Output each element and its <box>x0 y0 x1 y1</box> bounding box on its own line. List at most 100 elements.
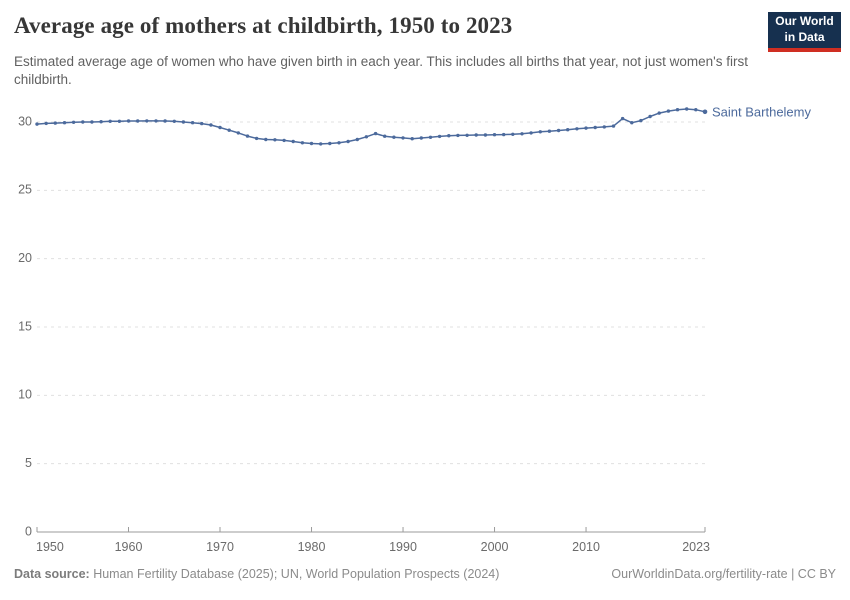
data-point-1990[interactable] <box>401 136 405 140</box>
x-tick-label-1960: 1960 <box>115 540 143 554</box>
data-point-1953[interactable] <box>62 121 67 125</box>
x-tick-label-2010: 2010 <box>572 540 600 554</box>
data-point-1984[interactable] <box>346 139 350 144</box>
x-tick-label-1970: 1970 <box>206 540 234 554</box>
chart-subtitle: Estimated average age of women who have … <box>14 54 748 87</box>
data-point-1994[interactable] <box>437 134 442 139</box>
y-tick-label-20: 20 <box>18 251 32 265</box>
owid-logo-line2: in Data <box>784 30 825 44</box>
data-point-1977[interactable] <box>282 138 286 143</box>
data-point-2007[interactable] <box>556 128 561 133</box>
data-point-1980[interactable] <box>309 141 314 146</box>
data-point-2005[interactable] <box>538 130 542 134</box>
data-point-2006[interactable] <box>547 129 552 133</box>
data-point-2000[interactable] <box>492 133 497 137</box>
data-point-1998[interactable] <box>474 133 478 137</box>
data-point-1951[interactable] <box>44 121 48 126</box>
x-tick-label-1980: 1980 <box>298 540 326 554</box>
y-tick-label-0: 0 <box>25 524 32 538</box>
data-point-2015[interactable] <box>630 121 634 125</box>
data-point-1971[interactable] <box>227 128 231 132</box>
data-point-1993[interactable] <box>428 135 433 139</box>
data-point-1978[interactable] <box>291 139 295 144</box>
data-point-1995[interactable] <box>447 134 451 138</box>
data-point-2010[interactable] <box>584 126 588 130</box>
data-point-1986[interactable] <box>364 135 369 139</box>
data-point-1973[interactable] <box>245 134 250 138</box>
data-point-2001[interactable] <box>502 132 506 137</box>
data-point-1962[interactable] <box>145 119 149 123</box>
data-point-1996[interactable] <box>456 133 460 138</box>
data-point-1957[interactable] <box>99 120 103 124</box>
data-point-2013[interactable] <box>611 124 616 128</box>
data-point-1961[interactable] <box>136 119 140 123</box>
data-point-1964[interactable] <box>163 119 167 123</box>
data-point-1958[interactable] <box>108 119 112 124</box>
data-point-1981[interactable] <box>319 142 323 146</box>
y-tick-label-30: 30 <box>18 114 32 128</box>
series-label-saint-barthelemy[interactable]: Saint Barthelemy <box>712 104 811 119</box>
x-tick-label-1950: 1950 <box>36 540 64 554</box>
data-point-1972[interactable] <box>236 131 240 135</box>
data-point-2011[interactable] <box>593 125 597 130</box>
data-point-1991[interactable] <box>410 137 414 141</box>
data-point-2002[interactable] <box>511 132 515 136</box>
y-tick-label-5: 5 <box>25 456 32 470</box>
data-source-note: Data source: Human Fertility Database (2… <box>14 567 499 581</box>
x-tick-label-2023: 2023 <box>682 540 710 554</box>
data-point-1960[interactable] <box>126 119 131 123</box>
data-point-1954[interactable] <box>71 120 76 125</box>
data-point-1969[interactable] <box>209 123 213 127</box>
data-point-2012[interactable] <box>602 125 606 129</box>
data-point-1992[interactable] <box>419 136 423 140</box>
data-point-2008[interactable] <box>566 128 570 132</box>
data-point-1965[interactable] <box>172 119 176 124</box>
data-point-1985[interactable] <box>355 137 359 142</box>
owid-url-link[interactable]: OurWorldinData.org/fertility-rate | CC B… <box>611 567 836 581</box>
data-point-1983[interactable] <box>337 141 341 145</box>
data-point-1976[interactable] <box>273 138 277 142</box>
chart-footer: Data source: Human Fertility Database (2… <box>14 567 836 581</box>
page-title: Average age of mothers at childbirth, 19… <box>14 13 513 38</box>
data-point-1979[interactable] <box>300 141 305 145</box>
data-point-2003[interactable] <box>520 132 524 136</box>
x-tick-label-1990: 1990 <box>389 540 417 554</box>
data-point-1959[interactable] <box>117 119 122 124</box>
data-point-2004[interactable] <box>529 131 533 135</box>
data-point-1963[interactable] <box>154 119 158 123</box>
data-point-1997[interactable] <box>465 133 469 137</box>
data-point-1989[interactable] <box>392 135 396 139</box>
data-point-1955[interactable] <box>81 120 85 124</box>
data-point-1966[interactable] <box>181 120 186 124</box>
data-point-2014[interactable] <box>620 116 625 121</box>
data-point-1974[interactable] <box>254 136 259 141</box>
data-point-2023[interactable] <box>702 109 708 115</box>
data-point-2021[interactable] <box>685 107 689 111</box>
data-point-2016[interactable] <box>639 118 643 123</box>
data-point-2022[interactable] <box>694 108 698 112</box>
data-source-label: Data source: <box>14 567 90 581</box>
data-point-1950[interactable] <box>35 122 39 126</box>
data-point-1952[interactable] <box>53 121 57 125</box>
data-point-1956[interactable] <box>90 120 94 124</box>
data-point-1982[interactable] <box>328 141 332 146</box>
data-point-2020[interactable] <box>675 108 680 112</box>
owid-logo[interactable]: Our World in Data <box>768 12 841 52</box>
data-point-1968[interactable] <box>200 121 204 126</box>
x-tick-label-2000: 2000 <box>481 540 509 554</box>
data-point-1975[interactable] <box>264 137 268 142</box>
data-point-2017[interactable] <box>648 114 652 119</box>
data-point-2018[interactable] <box>657 111 661 115</box>
data-point-1970[interactable] <box>218 125 222 130</box>
data-point-2009[interactable] <box>575 127 579 131</box>
data-source-text: Human Fertility Database (2025); UN, Wor… <box>89 567 500 581</box>
y-tick-label-25: 25 <box>18 183 32 197</box>
data-point-1967[interactable] <box>190 121 195 125</box>
data-point-1987[interactable] <box>373 131 378 136</box>
data-point-1988[interactable] <box>383 134 387 138</box>
data-point-1999[interactable] <box>483 133 488 137</box>
owid-logo-line1: Our World <box>775 14 834 29</box>
y-tick-label-10: 10 <box>18 388 32 402</box>
data-point-2019[interactable] <box>666 109 671 113</box>
